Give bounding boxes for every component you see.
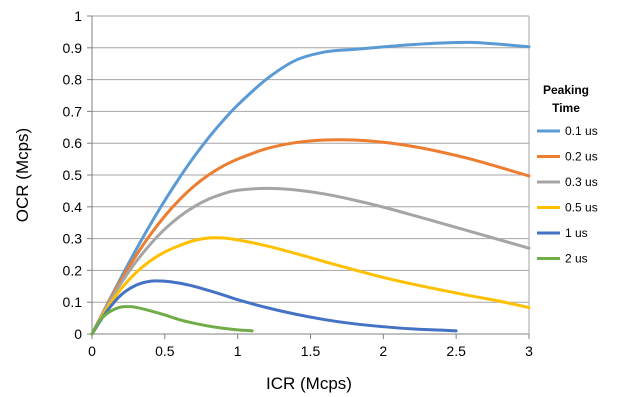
legend-title-line-2: Time [552,101,580,115]
series-line-4 [90,279,458,336]
series-line-1 [90,138,531,336]
y-tick-label-6: 0.6 [63,135,83,151]
legend-label-3: 0.5 us [565,201,598,215]
series-line-2 [90,186,531,336]
x-tick-label-3: 1.5 [301,343,321,359]
y-axis-title: OCR (Mcps) [13,128,32,222]
y-tick-label-9: 0.9 [63,40,83,56]
legend-label-4: 1 us [565,226,588,240]
y-tick-label-4: 0.4 [63,199,83,215]
x-tick-label-6: 3 [525,343,533,359]
legend-label-1: 0.2 us [565,150,598,164]
y-tick-label-3: 0.3 [63,231,83,247]
y-tick-label-8: 0.8 [63,72,83,88]
axes [87,15,530,339]
series-line-0 [90,40,531,336]
series-line-3 [90,236,531,336]
legend-title-line-1: Peaking [543,83,589,97]
series-line-5 [90,305,254,336]
series-lines [90,40,531,336]
legend-items: 0.1 us 0.2 us 0.3 us 0.5 us 1 us 2 us [537,124,598,266]
y-tick-label-5: 0.5 [63,167,83,183]
x-axis-title: ICR (Mcps) [266,374,352,393]
y-tick-label-10: 1 [74,8,82,24]
legend: Peaking Time 0.1 us 0.2 us 0.3 us 0.5 us 1 u… [537,83,598,266]
legend-label-5: 2 us [565,252,588,266]
legend-label-0: 0.1 us [565,124,598,138]
y-tick-label-0: 0 [74,326,82,342]
x-tick-label-2: 1 [234,343,242,359]
x-tick-label-0: 0 [88,343,96,359]
tick-labels: 0 0.5 1 1.5 2 2.5 3 0 0.1 0.2 0.3 0.4 0.5 0.6 0.7 0.8 0.… [63,8,534,359]
x-tick-label-1: 0.5 [155,343,175,359]
y-tick-label-1: 0.1 [63,294,83,310]
legend-label-2: 0.3 us [565,175,598,189]
x-tick-label-4: 2 [379,343,387,359]
y-tick-label-2: 0.2 [63,262,83,278]
gridlines [92,15,529,303]
y-tick-label-7: 0.7 [63,103,83,119]
x-tick-label-5: 2.5 [446,343,466,359]
